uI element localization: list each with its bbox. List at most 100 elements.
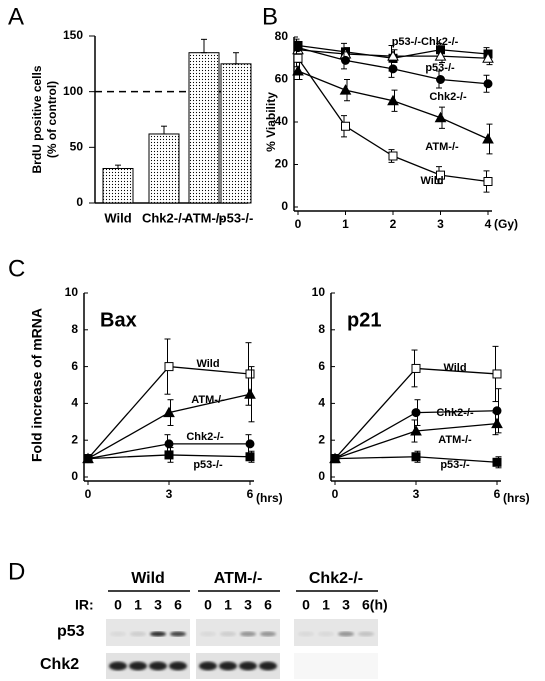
band [338, 631, 354, 637]
blot-chk2 [294, 653, 378, 679]
y-tick-label: 2 [318, 432, 325, 446]
series-label: ATM-/- [191, 394, 225, 406]
panel-label: B [262, 3, 278, 30]
y-tick-label: 6 [71, 359, 78, 373]
marker [411, 452, 421, 462]
x-tick-label: 3 [437, 217, 444, 231]
band [219, 661, 237, 671]
x-tick-label: p53-/- [219, 210, 254, 225]
x-tick-label: 3 [166, 487, 173, 501]
band [130, 631, 146, 637]
y-tick-label: 0 [71, 469, 78, 483]
x-tick-label: 6 [494, 487, 501, 501]
marker [482, 52, 494, 63]
band [170, 631, 186, 637]
error-bar [161, 125, 167, 135]
marker [164, 362, 174, 372]
marker [411, 363, 421, 373]
marker [330, 454, 340, 464]
x-axis-label: (Gy) [494, 217, 518, 231]
lane-label: 3 [154, 597, 162, 613]
lane-label: 0 [204, 597, 212, 613]
y-tick-label: 0 [281, 199, 288, 213]
marker [483, 177, 493, 186]
x-tick-label: 0 [85, 487, 92, 501]
y-tick-label: 4 [318, 396, 325, 410]
series-label: ATM-/- [425, 141, 459, 153]
marker [492, 457, 502, 467]
lane-label: 3 [244, 597, 252, 613]
series-label: p53-/-Chk2-/- [392, 36, 459, 48]
band [169, 661, 187, 671]
bar [102, 167, 134, 204]
bar [148, 133, 180, 204]
y-tick-label: 40 [275, 114, 289, 128]
marker [163, 406, 175, 418]
y-tick-label: 50 [70, 140, 84, 154]
marker [339, 84, 352, 95]
y-tick-label: 150 [63, 28, 83, 42]
series-label: p53-/- [440, 459, 470, 471]
y-axis-label: (% of control) [45, 81, 59, 158]
band [318, 631, 334, 637]
marker [492, 406, 502, 416]
marker [164, 439, 174, 449]
error-bar [115, 164, 121, 169]
marker [164, 450, 174, 460]
y-tick-label: 80 [275, 29, 289, 43]
marker [83, 454, 93, 464]
row-label: p53 [57, 623, 85, 640]
x-tick-label: Chk2-/- [142, 210, 186, 225]
band [200, 631, 216, 637]
y-tick-label: 4 [71, 396, 78, 410]
marker [341, 121, 350, 131]
y-tick-label: 60 [275, 72, 289, 86]
chart-title: p21 [347, 309, 381, 331]
marker [434, 50, 447, 61]
series-label: Chk2-/- [429, 91, 467, 103]
marker [244, 388, 256, 399]
marker [492, 369, 502, 379]
x-axis-label: (hrs) [256, 491, 283, 505]
lane-label: 6 [264, 597, 272, 613]
error-bar [233, 52, 239, 65]
marker [293, 53, 303, 63]
y-axis-label: Fold increase of mRNA [29, 308, 45, 462]
error-bar [201, 38, 207, 54]
series-label: Chk2-/- [186, 431, 224, 443]
y-tick-label: 8 [71, 322, 78, 336]
band [110, 631, 126, 637]
marker [491, 417, 503, 429]
band [260, 631, 276, 637]
x-tick-label: 2 [390, 217, 397, 231]
y-tick-label: 100 [63, 84, 83, 98]
y-axis-label: % Viability [264, 92, 278, 152]
x-tick-label: ATM-/- [184, 210, 223, 225]
band [259, 661, 277, 671]
lane-label: 1 [224, 597, 232, 613]
panel-label: A [8, 3, 24, 30]
series-label: Wild [196, 358, 219, 370]
lane-label: 3 [342, 597, 350, 613]
y-tick-label: 0 [318, 469, 325, 483]
series-label: ATM-/- [438, 434, 472, 446]
marker [292, 64, 304, 76]
row-label: Chk2 [40, 656, 79, 673]
band [149, 661, 167, 671]
x-tick-label: 0 [332, 487, 339, 501]
y-tick-label: 2 [71, 432, 78, 446]
lane-label: 6 [174, 597, 182, 613]
marker [245, 369, 255, 379]
marker [388, 151, 398, 161]
band [358, 631, 374, 637]
band [298, 631, 314, 637]
series-line [87, 393, 251, 460]
y-axis-label: BrdU positive cells [30, 65, 44, 173]
x-tick-label: 1 [342, 217, 349, 231]
marker [436, 170, 445, 180]
series-label: Wild [420, 175, 443, 187]
y-tick-label: 20 [275, 157, 289, 171]
band [240, 631, 256, 637]
band [220, 631, 236, 637]
